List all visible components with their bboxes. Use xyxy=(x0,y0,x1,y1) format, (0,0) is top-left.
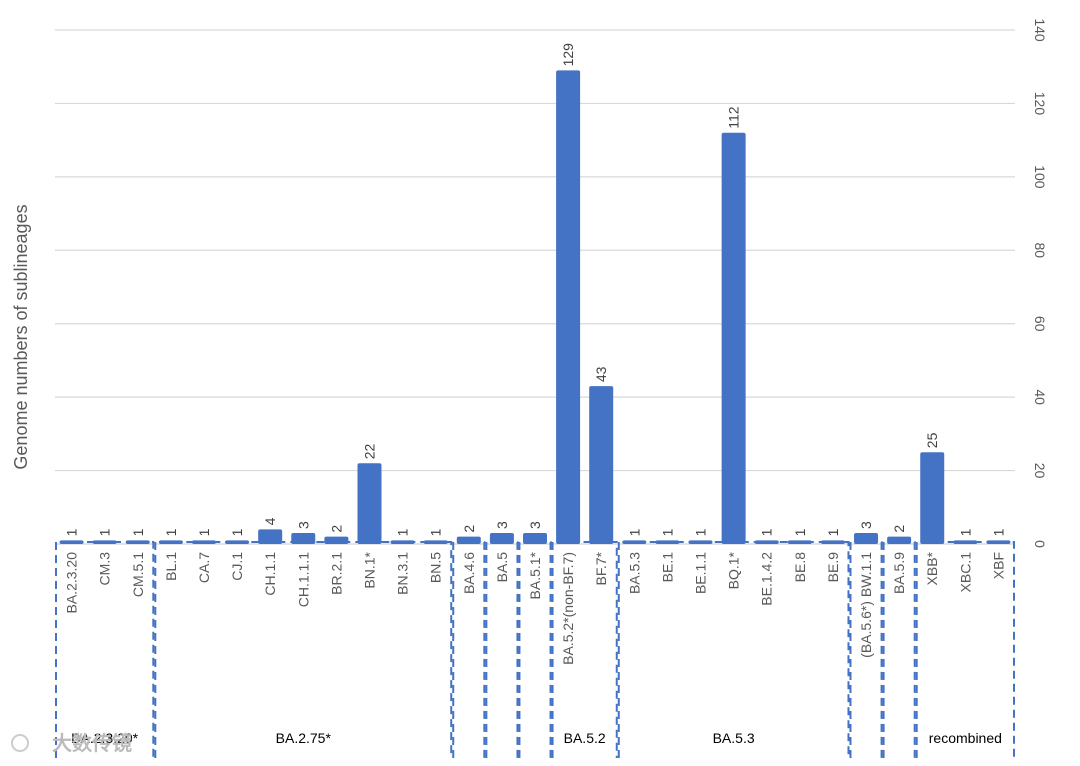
category-label: BN.5 xyxy=(428,552,444,583)
category-label: XBB* xyxy=(924,551,940,585)
group-brackets: BA.2.3.20* BA.2.75* BA.5.2 BA.5.3 recombined xyxy=(55,541,1015,758)
y-tick-label: 40 xyxy=(1032,389,1048,405)
category-label: BA.5 xyxy=(494,552,510,583)
y-axis-label: Genome numbers of sublineages xyxy=(11,204,31,469)
group-bracket xyxy=(485,541,519,758)
data-label: 1 xyxy=(759,528,775,536)
gridlines xyxy=(55,29,1015,545)
bars xyxy=(59,70,1011,545)
category-label: BA.5.1* xyxy=(527,551,543,599)
category-label: BA.5.2*(non-BF.7) xyxy=(560,552,576,665)
y-tick-label: 60 xyxy=(1032,316,1048,332)
y-tick-label: 0 xyxy=(1032,540,1048,548)
y-tick-label: 20 xyxy=(1032,463,1048,479)
group-bracket xyxy=(518,541,552,758)
category-label: (BA.5.6*) BW.1.1 xyxy=(858,552,874,658)
data-label: 1 xyxy=(395,528,411,536)
watermark-text: 大数传镜 xyxy=(52,731,132,755)
data-label: 4 xyxy=(262,517,278,525)
group-label: BA.5.3 xyxy=(713,730,755,746)
category-label: XBC.1 xyxy=(957,552,973,593)
data-label: 1 xyxy=(693,528,709,536)
data-label: 2 xyxy=(891,525,907,533)
category-label: CM.5.1 xyxy=(130,552,146,597)
data-label: 1 xyxy=(659,528,675,536)
group-bracket xyxy=(55,541,155,758)
data-label: 112 xyxy=(726,106,742,129)
category-label: CJ.1 xyxy=(229,552,245,581)
category-label: BE.9 xyxy=(825,552,841,583)
data-label: 22 xyxy=(361,443,377,459)
category-label: BE.8 xyxy=(792,552,808,583)
data-label: 1 xyxy=(957,528,973,536)
category-label: CH.1.1.1 xyxy=(295,552,311,607)
category-label: BE.1 xyxy=(659,552,675,583)
group-bracket xyxy=(617,541,850,758)
category-label: CM.3 xyxy=(97,552,113,586)
data-label: 2 xyxy=(461,525,477,533)
data-label: 43 xyxy=(593,366,609,382)
bar xyxy=(589,386,614,544)
category-label: BF.7* xyxy=(593,551,609,585)
bar xyxy=(258,529,283,544)
bar xyxy=(357,463,382,544)
group-bracket xyxy=(849,541,883,758)
y-axis-ticks: 0 20 40 60 80 100 120 140 xyxy=(1032,18,1048,548)
y-tick-label: 140 xyxy=(1032,18,1048,42)
data-label: 3 xyxy=(494,521,510,529)
data-label: 3 xyxy=(858,521,874,529)
group-bracket xyxy=(551,541,618,758)
y-tick-label: 80 xyxy=(1032,242,1048,258)
data-label: 1 xyxy=(428,528,444,536)
category-label: BE.1.4.2 xyxy=(759,552,775,606)
category-labels: BA.2.3.20 CM.3 CM.5.1 BL.1 CA.7 CJ.1 CH.1.1 CH.… xyxy=(64,551,1007,664)
data-label: 1 xyxy=(196,528,212,536)
data-label: 1 xyxy=(825,528,841,536)
group-label: BA.5.2 xyxy=(564,730,606,746)
category-label: XBF xyxy=(990,552,1006,579)
y-tick-label: 100 xyxy=(1032,165,1048,189)
group-bracket xyxy=(154,541,453,758)
data-label: 1 xyxy=(64,528,80,536)
data-label: 1 xyxy=(626,528,642,536)
category-label: BN.3.1 xyxy=(395,552,411,595)
category-label: BL.1 xyxy=(163,552,179,581)
group-label: BA.2.75* xyxy=(276,730,332,746)
data-label: 25 xyxy=(924,432,940,448)
bar xyxy=(920,452,945,544)
data-label: 1 xyxy=(97,528,113,536)
category-label: CA.7 xyxy=(196,552,212,583)
data-label: 1 xyxy=(130,528,146,536)
category-label: BE.1.1 xyxy=(693,552,709,594)
group-bracket xyxy=(452,541,486,758)
category-label: CH.1.1 xyxy=(262,552,278,596)
bar xyxy=(556,70,581,544)
data-label: 3 xyxy=(295,521,311,529)
group-label: BA.2.3.20* xyxy=(71,730,138,746)
category-label: BA.4.6 xyxy=(461,552,477,594)
data-label: 1 xyxy=(163,528,179,536)
category-label: BA.5.9 xyxy=(891,552,907,594)
watermark-icon xyxy=(11,734,29,752)
data-label: 3 xyxy=(527,521,543,529)
category-label: BA.5.3 xyxy=(626,552,642,594)
category-label: BQ.1* xyxy=(726,551,742,589)
data-label: 1 xyxy=(990,528,1006,536)
group-label: recombined xyxy=(929,730,1002,746)
data-label: 2 xyxy=(328,525,344,533)
category-label: BR.2.1 xyxy=(328,552,344,595)
data-label: 1 xyxy=(792,528,808,536)
category-label: BN.1* xyxy=(361,551,377,588)
data-label: 129 xyxy=(560,43,576,67)
watermark: 大数传镜 xyxy=(11,731,132,755)
bar xyxy=(721,132,746,545)
group-bracket xyxy=(915,541,1015,758)
data-label: 1 xyxy=(229,528,245,536)
category-label: BA.2.3.20 xyxy=(64,552,80,614)
y-tick-label: 120 xyxy=(1032,92,1048,116)
group-bracket xyxy=(882,541,916,758)
